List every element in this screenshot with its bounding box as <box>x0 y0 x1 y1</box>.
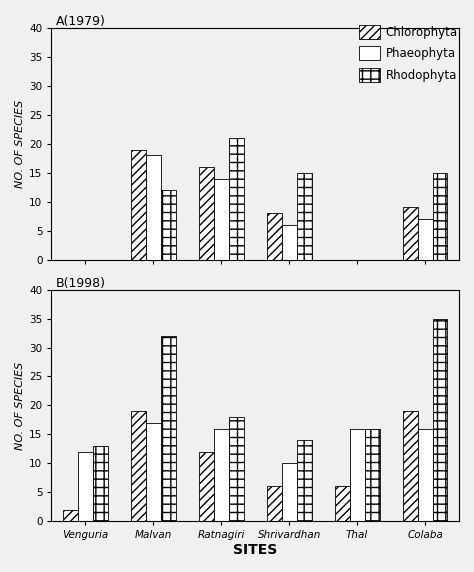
Bar <box>282 463 297 521</box>
Bar <box>267 213 282 260</box>
Bar <box>161 336 176 521</box>
Bar <box>418 219 432 260</box>
Bar <box>432 173 447 260</box>
Bar <box>229 138 244 260</box>
Bar <box>93 446 108 521</box>
Bar <box>146 423 161 521</box>
Bar <box>131 411 146 521</box>
Y-axis label: NO. OF SPECIES: NO. OF SPECIES <box>15 100 25 188</box>
Bar <box>131 149 146 260</box>
Bar <box>199 167 214 260</box>
Bar <box>214 178 229 260</box>
Bar <box>199 452 214 521</box>
X-axis label: SITES: SITES <box>233 543 277 557</box>
Bar <box>335 486 350 521</box>
Bar <box>267 486 282 521</box>
Bar <box>402 208 418 260</box>
Bar <box>297 440 311 521</box>
Text: A(1979): A(1979) <box>55 15 105 28</box>
Bar <box>229 417 244 521</box>
Bar <box>297 173 311 260</box>
Bar <box>63 510 78 521</box>
Bar <box>432 319 447 521</box>
Bar <box>350 428 365 521</box>
Bar <box>365 428 380 521</box>
Y-axis label: NO. OF SPECIES: NO. OF SPECIES <box>15 362 25 450</box>
Bar <box>214 428 229 521</box>
Bar <box>78 452 93 521</box>
Bar <box>402 411 418 521</box>
Legend: Chlorophyta, Phaeophyta, Rhodophyta: Chlorophyta, Phaeophyta, Rhodophyta <box>357 23 459 83</box>
Bar <box>146 156 161 260</box>
Bar <box>418 428 432 521</box>
Text: B(1998): B(1998) <box>55 277 106 289</box>
Bar <box>282 225 297 260</box>
Bar <box>161 190 176 260</box>
